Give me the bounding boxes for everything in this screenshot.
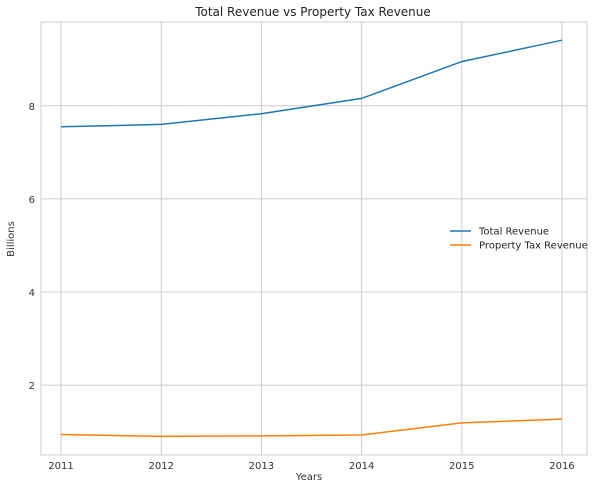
x-tick-label: 2012	[148, 461, 173, 472]
grid-lines	[41, 22, 587, 455]
x-tick-label: 2011	[48, 461, 73, 472]
x-tick-label: 2014	[349, 461, 374, 472]
y-axis-ticks: 2 4 6 8	[29, 102, 35, 392]
series-line-property-tax-revenue	[60, 418, 563, 438]
y-tick-label: 6	[29, 195, 35, 206]
x-tick-label: 2016	[549, 461, 574, 472]
y-tick-label: 4	[29, 288, 35, 299]
series-layer	[60, 39, 563, 438]
x-tick-label: 2015	[449, 461, 474, 472]
x-axis-label: Years	[295, 472, 322, 483]
y-axis-label: Billions	[6, 221, 17, 257]
plot-frame	[40, 21, 588, 456]
series-line-total-revenue	[60, 39, 563, 128]
legend: Total Revenue Property Tax Revenue	[450, 227, 588, 252]
x-tick-label: 2013	[249, 461, 274, 472]
y-tick-label: 2	[29, 381, 35, 392]
legend-entry: Property Tax Revenue	[479, 241, 588, 252]
legend-entry: Total Revenue	[478, 227, 549, 238]
x-axis-ticks: 2011 2012 2013 2014 2015 2016	[48, 461, 574, 472]
y-tick-label: 8	[29, 102, 35, 113]
chart-title: Total Revenue vs Property Tax Revenue	[194, 5, 431, 19]
